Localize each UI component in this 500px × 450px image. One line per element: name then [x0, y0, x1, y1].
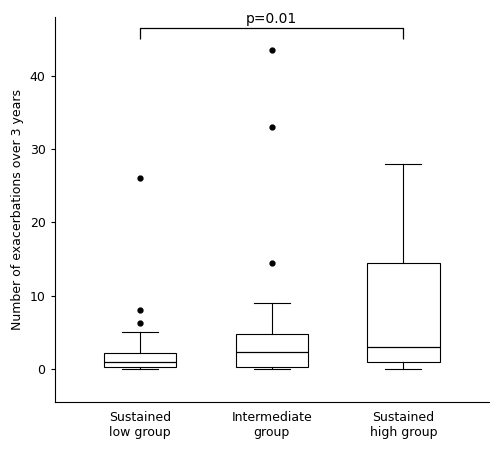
PathPatch shape	[367, 263, 440, 361]
Y-axis label: Number of exacerbations over 3 years: Number of exacerbations over 3 years	[11, 89, 24, 330]
PathPatch shape	[236, 334, 308, 367]
Text: p=0.01: p=0.01	[246, 12, 298, 26]
PathPatch shape	[104, 353, 176, 367]
